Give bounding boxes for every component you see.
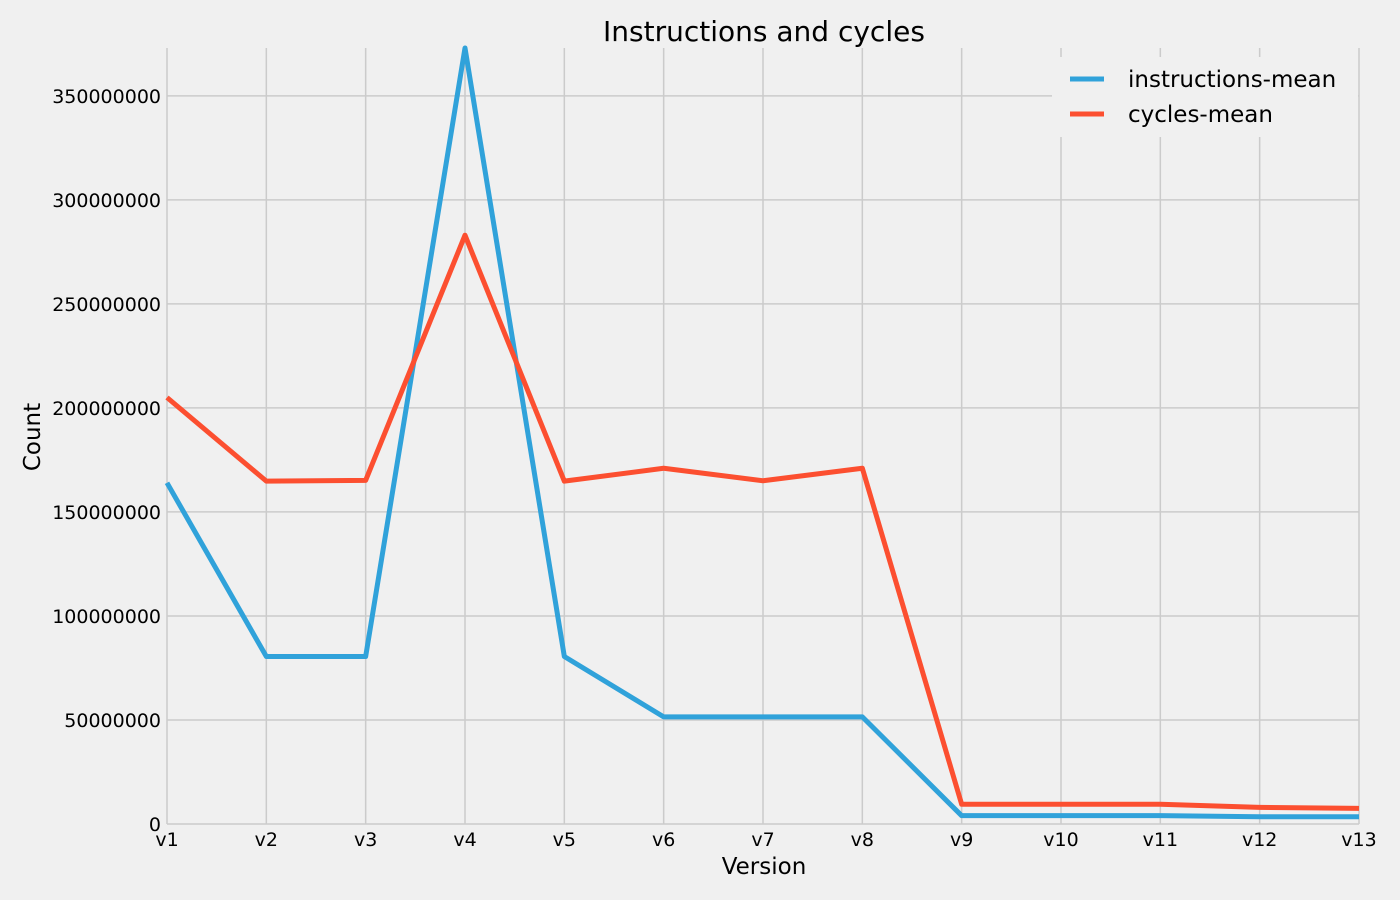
legend-label-cycles-mean: cycles-mean <box>1128 102 1273 128</box>
y-tick-label: 200000000 <box>52 398 161 420</box>
tick-labels: v1 v2 v3 v4 v5 v6 v7 v8 v9 v10 v11 v12 v13 0 50000000 1… <box>52 86 1377 851</box>
y-tick-label: 0 <box>149 814 161 836</box>
x-tick-label: v1 <box>155 829 178 851</box>
y-tick-label: 100000000 <box>52 606 161 628</box>
x-tick-label: v10 <box>1043 829 1078 851</box>
chart-title: Instructions and cycles <box>603 15 925 48</box>
legend-background <box>1052 57 1358 137</box>
series-line-cycles-mean <box>165 232 1360 811</box>
y-tick-label: 300000000 <box>52 190 161 212</box>
legend-label-instructions-mean: instructions-mean <box>1128 67 1336 93</box>
x-tick-label: v9 <box>950 829 973 851</box>
x-tick-label: v4 <box>453 829 476 851</box>
x-tick-label: v7 <box>751 829 774 851</box>
grid <box>166 48 1360 825</box>
x-tick-label: v2 <box>255 829 278 851</box>
x-tick-label: v13 <box>1341 829 1376 851</box>
y-tick-label: 50000000 <box>64 710 161 732</box>
y-tick-label: 150000000 <box>52 502 161 524</box>
legend: instructions-mean cycles-mean <box>1052 57 1358 137</box>
x-tick-label: v11 <box>1143 829 1178 851</box>
y-tick-label: 350000000 <box>52 86 161 108</box>
y-tick-label: 250000000 <box>52 294 161 316</box>
x-tick-label: v3 <box>354 829 377 851</box>
y-axis-title: Count <box>20 403 46 471</box>
x-axis-title: Version <box>722 854 807 880</box>
x-tick-label: v5 <box>553 829 576 851</box>
series-lines <box>164 45 1360 820</box>
x-tick-label: v6 <box>652 829 675 851</box>
x-tick-label: v12 <box>1242 829 1277 851</box>
x-tick-label: v8 <box>851 829 874 851</box>
series-line-instructions-mean <box>164 45 1359 820</box>
